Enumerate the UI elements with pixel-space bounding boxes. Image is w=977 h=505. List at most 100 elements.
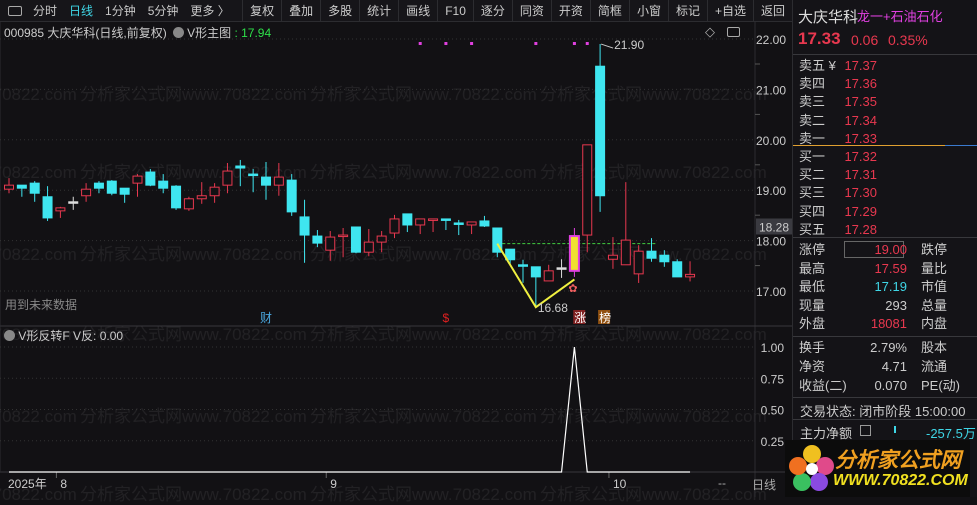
toolbar-button[interactable]: F10 [437,0,473,22]
toolbar-button[interactable]: 简框 [589,0,629,22]
bid-row: 买五 17.28 [799,220,977,239]
toolbar-button[interactable]: 返回 [752,0,792,22]
toolbar-button[interactable]: 复权 [242,0,281,22]
y-tick-label: 1.00 [761,341,785,355]
low-price-label: 16.68 [538,301,568,315]
candle-body [312,235,323,244]
stat-label-right: 市值 [921,279,948,295]
tab-daily[interactable]: 日线 [69,4,94,18]
marker-bg [598,310,611,324]
toolbar-button[interactable]: 开资 [550,0,590,22]
tab-5min[interactable]: 5分钟 [147,4,179,18]
kline-chart[interactable]: 22.00 21.00 20.00 19.00 18.00 17.00 18.28 16.68… [0,0,792,497]
candle-body [350,226,361,253]
bid-price: 17.29 [844,203,877,219]
candle-body [685,273,696,278]
toolbar-button[interactable]: 逐分 [472,0,512,22]
stat-label: 涨停 [799,242,826,257]
y-tick-label: 0.25 [761,435,785,449]
stat-value: 293 [885,297,907,313]
tab-1min[interactable]: 1分钟 [105,4,136,18]
stat-row: 最低 17.19 市值 [799,277,977,296]
candle-body [672,261,683,278]
diamond-icon[interactable]: ◇ [705,24,715,39]
bid-row: 买二 17.31 [799,165,977,184]
candle-body [440,218,451,221]
ask-price: 17.33 [844,130,877,146]
toolbar: 分时 日线 1分钟 5分钟 更多 〉 复权 叠加 多股 统计 画线 F10 逐分 同资 开资 简框… [0,0,792,22]
indicator-menu-icon[interactable] [4,330,15,341]
tab-more[interactable]: 更多 〉 [190,4,230,18]
candle-body [568,235,580,272]
candle-body [55,207,66,212]
bid-label: 买一 [799,149,826,164]
candle-body [530,266,541,278]
indicator-menu-icon[interactable] [173,27,185,38]
high-price-label: 21.90 [614,38,644,52]
ask-label: 卖四 [799,76,826,92]
stat-row: 换手 2.79% 股本 [799,338,977,357]
candle-body [158,180,169,189]
y-tick-label: 17.00 [756,285,786,299]
current-price-box [756,218,792,235]
candle-body [42,196,53,219]
candle-body [556,267,567,270]
candle-body [273,176,284,186]
candle-body [81,188,92,197]
bid-label: 买三 [799,185,826,201]
panel-toggle-icon[interactable] [727,27,740,37]
trade-status: 交易状态: 闭市阶段 15:00:00 [800,404,966,419]
toolbar-button[interactable]: 叠加 [281,0,320,22]
tab-intraday[interactable]: 分时 [33,4,58,18]
bid-label: 买二 [799,167,826,183]
panel-toggle-icon[interactable] [8,5,22,16]
main-flow-label: 主力净额 [800,426,853,441]
toolbar-button[interactable]: 统计 [359,0,398,22]
candle-body [29,182,40,194]
toolbar-button[interactable]: 小窗 [628,0,668,22]
flow-bar [894,426,896,433]
y-tick-label: 22.00 [756,33,786,47]
logo-url: WWW.70822.COM [833,472,968,489]
candle-body [492,227,503,253]
scroll-dash[interactable]: -- [718,476,726,490]
ask-label: 卖二 [799,112,826,128]
stock-name: 大庆华科 [47,26,96,40]
stat-row: 外盘 18081 内盘 [799,314,977,333]
stat-label-right: PE(动) [921,378,961,393]
signal-dot [418,42,422,45]
candle-body [415,218,426,226]
candle-body [518,264,528,267]
stat-row: 涨停 19.00 跌停 [799,240,977,259]
toolbar-button[interactable]: 标记 [667,0,707,22]
price-change: 0.06 [851,32,879,48]
candle-body [132,175,143,184]
stat-row: 最高 17.59 量比 [799,259,977,278]
candle-body [209,186,220,197]
indicator-name[interactable]: V形主图 [187,26,232,40]
toolbar-button[interactable]: 同资 [511,0,551,22]
event-marker: 榜 [599,310,611,325]
list-icon[interactable] [860,425,871,436]
stat-value: 18081 [870,316,907,332]
ask-price: 17.34 [844,112,877,128]
candle-body [196,195,207,200]
candle-body [4,184,14,190]
ask-price: 17.36 [844,76,877,92]
concept-tag[interactable]: 龙一+石油石化 [857,9,943,24]
candle-body [235,165,246,169]
candle-body [145,171,156,186]
toolbar-button[interactable]: 多股 [320,0,359,22]
candle-body [222,170,233,186]
candle-body [466,221,477,226]
x-tick-label: 10 [613,477,627,491]
main-flow-value: -257.5万 [926,426,976,441]
stat-label: 最高 [799,260,826,276]
indicator-value: : 17.94 [234,26,272,40]
toolbar-button[interactable]: 画线 [398,0,437,22]
candle-body [363,241,374,253]
butterfly-icon: ✿ [568,283,577,295]
candle-body [453,222,464,225]
toolbar-button[interactable]: +自选 [706,0,753,22]
stat-row: 收益(二) 0.070 PE(动) [799,376,977,395]
